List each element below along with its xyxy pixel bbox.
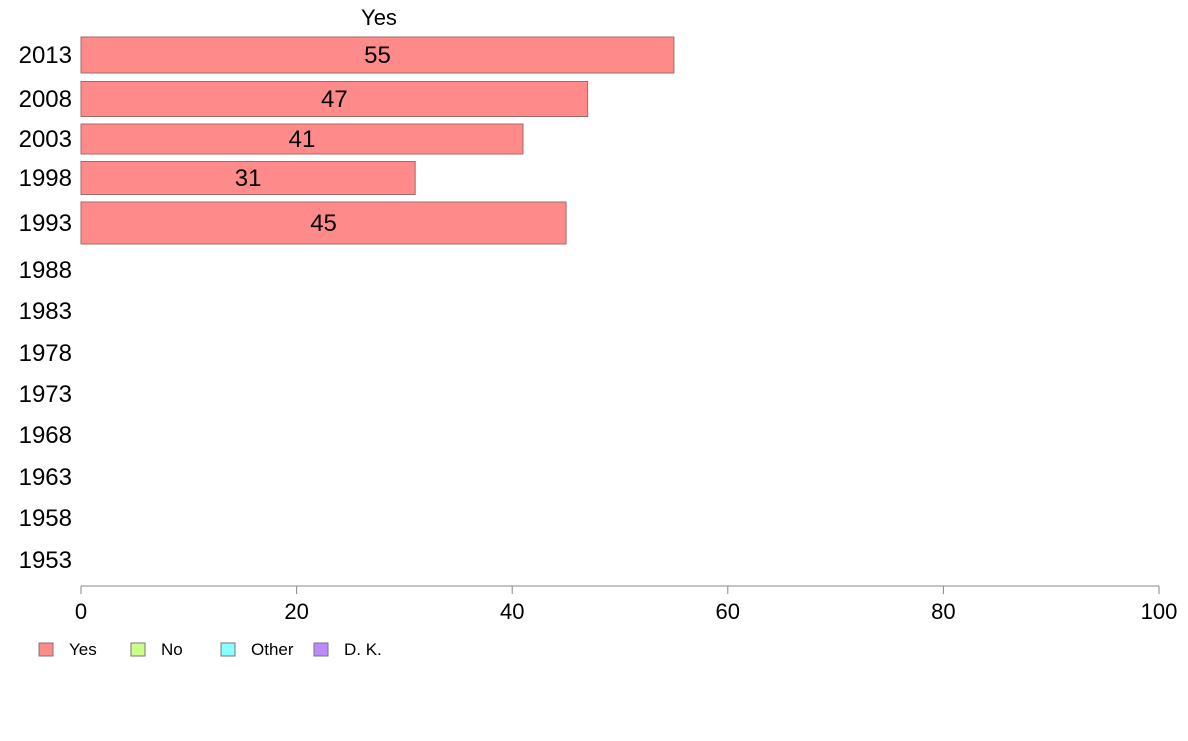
category-label: 2008 — [19, 86, 72, 113]
x-tick-label: 40 — [500, 599, 524, 624]
data-label: 41 — [289, 126, 316, 153]
bar — [80, 161, 416, 195]
category-label: 1978 — [19, 340, 72, 367]
legend: Yes No Other D. K. — [38, 640, 382, 659]
data-label: 45 — [310, 210, 337, 237]
bar — [80, 36, 675, 74]
category-label: 2013 — [19, 42, 72, 69]
data-label: 55 — [364, 42, 391, 69]
legend-swatch — [130, 642, 146, 657]
legend-swatch — [38, 642, 54, 657]
legend-label: D. K. — [344, 640, 382, 659]
x-axis: 0 20 40 60 80 100 — [75, 585, 1178, 624]
x-tick-label: 0 — [75, 599, 87, 624]
category-label: 1983 — [19, 298, 72, 325]
bar — [80, 201, 567, 245]
data-label: 31 — [235, 165, 262, 192]
legend-swatch — [313, 642, 329, 657]
category-label: 1993 — [19, 210, 72, 237]
bar — [80, 81, 589, 117]
category-label: 2003 — [19, 126, 72, 153]
category-label: 1963 — [19, 464, 72, 491]
x-tick-label: 80 — [931, 599, 955, 624]
category-labels: 2013 2008 2003 1998 1993 1988 1983 1978 1973 1968… — [19, 42, 72, 574]
category-label: 1958 — [19, 505, 72, 532]
legend-label: Other — [251, 640, 294, 659]
category-label: 1988 — [19, 257, 72, 284]
data-label: 47 — [321, 86, 348, 113]
category-label: 1953 — [19, 547, 72, 574]
x-tick-label: 100 — [1141, 599, 1178, 624]
legend-label: No — [161, 640, 183, 659]
x-tick-label: 60 — [716, 599, 740, 624]
category-label: 1998 — [19, 165, 72, 192]
bar — [80, 123, 524, 155]
chart-title: Yes — [361, 5, 397, 30]
x-tick-label: 20 — [284, 599, 308, 624]
category-label: 1968 — [19, 422, 72, 449]
legend-label: Yes — [69, 640, 97, 659]
category-label: 1973 — [19, 381, 72, 408]
legend-swatch — [220, 642, 236, 657]
